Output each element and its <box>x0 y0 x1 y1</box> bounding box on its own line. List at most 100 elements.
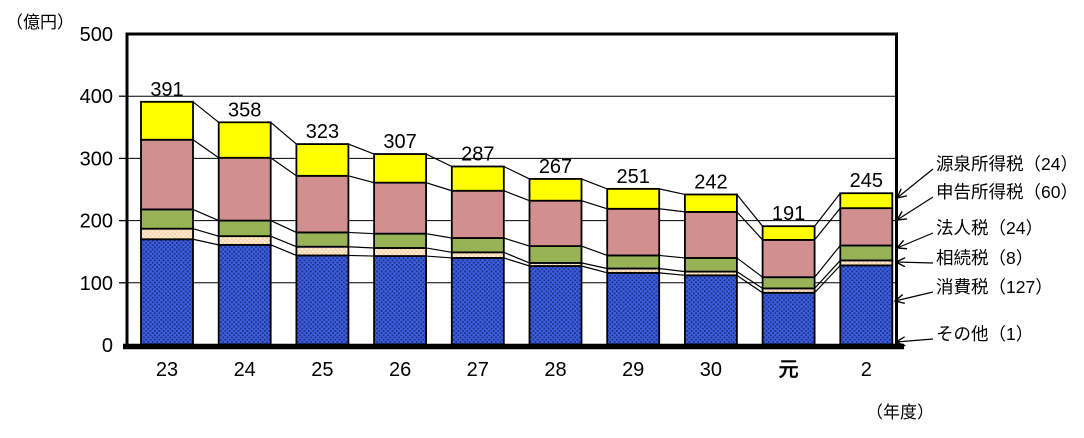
connector-申告所得税-26 <box>425 182 452 192</box>
legend-label-源泉所得税: 源泉所得税（24） <box>936 154 1078 174</box>
bar-segment-源泉所得税-30 <box>684 193 738 213</box>
connector-相続税-26 <box>425 247 452 253</box>
connector-相続税-23 <box>192 228 219 237</box>
connector-源泉所得税-26 <box>425 153 453 168</box>
connector-申告所得税-29 <box>659 208 685 213</box>
y-axis-label-400: 400 <box>80 86 113 108</box>
connector-申告所得税-23 <box>192 139 220 159</box>
bar-segment-源泉所得税-23 <box>140 100 194 141</box>
bar-segment-法人税-23 <box>140 208 194 230</box>
connector-消費税-27 <box>503 257 530 267</box>
bar-segment-法人税-24 <box>217 219 272 238</box>
connector-法人税-27 <box>503 237 530 247</box>
x-axis-label-24: 24 <box>234 359 256 381</box>
bar-segment-相続税-26 <box>373 247 428 257</box>
connector-法人税-29 <box>659 254 685 259</box>
connector-相続税-27 <box>503 251 530 264</box>
bar-segment-消費税-26 <box>373 255 428 346</box>
connector-相続税-29 <box>659 267 685 273</box>
x-axis-label-26: 26 <box>389 359 411 381</box>
bar-total-label-24: 358 <box>228 99 261 121</box>
connector-法人税-25 <box>348 231 375 235</box>
x-axis-label-23: 23 <box>156 359 178 381</box>
bar-segment-消費税-30 <box>684 274 738 346</box>
bar-segment-申告所得税-2 <box>839 207 894 247</box>
bar-segment-消費税-28 <box>528 265 583 346</box>
bar-segment-法人税-30 <box>684 257 738 273</box>
legend-label-法人税: 法人税（24） <box>936 218 1043 238</box>
x-axis-label-27: 27 <box>467 359 489 381</box>
connector-法人税-28 <box>581 245 608 256</box>
bar-segment-法人税-25 <box>295 231 350 248</box>
bar-total-label-25: 323 <box>306 121 339 143</box>
bar-segment-申告所得税-24 <box>217 156 272 222</box>
bar-segment-消費税-23 <box>140 238 194 346</box>
connector-源泉所得税-27 <box>503 165 530 180</box>
legend-arrow-相続税 <box>896 262 934 263</box>
connector-源泉所得税-30 <box>736 194 764 227</box>
bar-segment-申告所得税-29 <box>606 207 661 257</box>
bar-segment-法人税-2 <box>839 244 894 262</box>
legend-arrow-源泉所得税 <box>897 168 934 198</box>
connector-消費税-26 <box>426 255 452 259</box>
connector-法人税-30 <box>736 257 763 278</box>
y-axis-label-0: 0 <box>102 335 113 357</box>
x-axis-label-2: 2 <box>861 359 872 381</box>
connector-消費税-30 <box>736 274 763 294</box>
bar-segment-消費税-24 <box>217 243 272 346</box>
x-axis-label-25: 25 <box>311 359 333 381</box>
connector-源泉所得税-23 <box>192 101 220 123</box>
connector-申告所得税-27 <box>503 190 530 202</box>
connector-法人税-26 <box>425 233 452 239</box>
legend-label-消費税: 消費税（127） <box>936 277 1053 297</box>
connector-申告所得税-30 <box>736 211 764 241</box>
bar-segment-法人税-元 <box>761 276 816 290</box>
bar-segment-源泉所得税-26 <box>373 153 428 184</box>
connector-源泉所得税-24 <box>270 121 297 145</box>
legend-arrow-その他 <box>896 339 934 342</box>
bar-segment-申告所得税-元 <box>761 238 816 279</box>
bar-total-label-27: 287 <box>461 143 494 165</box>
bar-segment-源泉所得税-29 <box>606 187 661 210</box>
y-axis-label-300: 300 <box>80 148 113 170</box>
bar-segment-源泉所得税-27 <box>450 165 505 192</box>
bar-segment-消費税-2 <box>839 264 894 346</box>
bar-segment-申告所得税-28 <box>528 199 583 248</box>
connector-消費税-25 <box>348 254 375 257</box>
y-axis-label-500: 500 <box>80 24 113 46</box>
connector-消費税-29 <box>659 272 685 276</box>
connector-消費税-28 <box>581 265 608 274</box>
connector-消費税-24 <box>270 244 297 256</box>
bar-segment-源泉所得税-28 <box>528 178 583 202</box>
bar-segment-消費税-29 <box>606 271 661 346</box>
connector-消費税-元 <box>814 264 841 294</box>
connector-源泉所得税-25 <box>348 143 375 155</box>
y-axis-label-100: 100 <box>80 273 113 295</box>
bar-segment-相続税-24 <box>217 235 272 246</box>
bar-total-label-2: 245 <box>850 170 883 192</box>
bar-segment-法人税-27 <box>450 237 505 254</box>
connector-相続税-28 <box>581 262 608 270</box>
connector-法人税-23 <box>192 208 219 222</box>
legend-arrow-消費税 <box>895 291 934 301</box>
bar-segment-源泉所得税-2 <box>839 192 894 210</box>
bar-segment-消費税-27 <box>450 257 505 346</box>
y-axis-label-200: 200 <box>80 211 113 233</box>
connector-法人税-元 <box>814 245 841 278</box>
legend-arrow-申告所得税 <box>897 196 934 220</box>
x-axis-label-28: 28 <box>544 359 566 381</box>
bar-segment-源泉所得税-25 <box>295 143 350 177</box>
bar-segment-源泉所得税-元 <box>761 225 816 241</box>
connector-相続税-24 <box>270 235 297 248</box>
bar-segment-消費税-元 <box>761 291 816 346</box>
legend-label-相続税: 相続税（8） <box>936 248 1033 268</box>
bar-segment-申告所得税-23 <box>140 138 194 211</box>
bar-segment-相続税-25 <box>295 245 350 257</box>
connector-申告所得税-25 <box>348 175 375 184</box>
x-axis-label-30: 30 <box>700 359 722 381</box>
connector-源泉所得税-28 <box>581 178 608 190</box>
bar-total-label-30: 242 <box>694 171 727 193</box>
connector-法人税-24 <box>270 220 297 233</box>
